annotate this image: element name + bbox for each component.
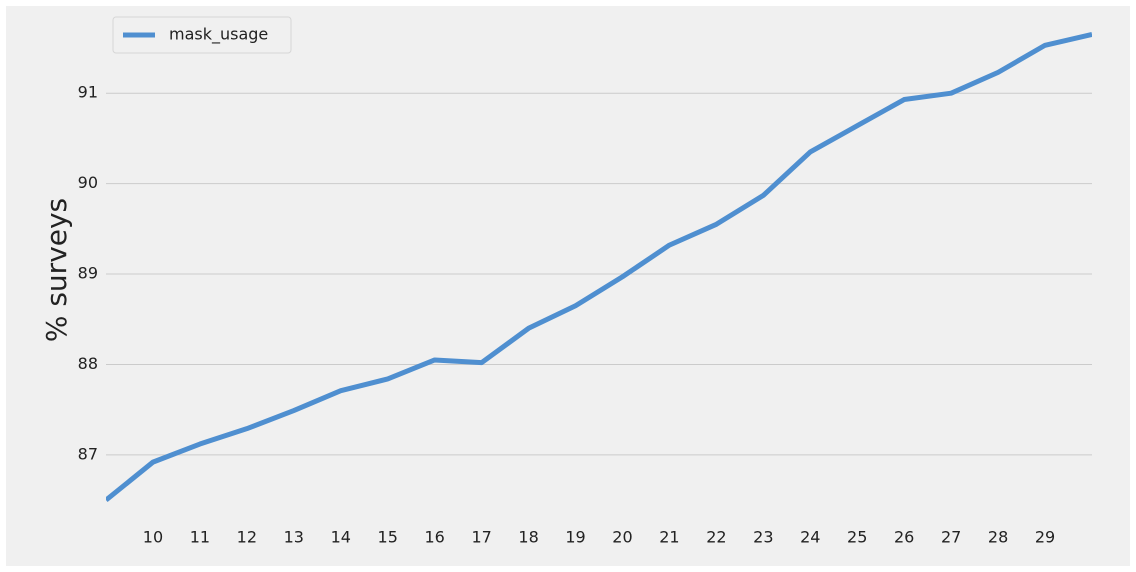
x-tick-label: 24 bbox=[800, 528, 820, 547]
legend-label: mask_usage bbox=[169, 25, 268, 45]
x-tick-label: 17 bbox=[471, 528, 491, 547]
x-tick-label: 18 bbox=[518, 528, 538, 547]
x-tick-label: 13 bbox=[284, 528, 304, 547]
x-tick-label: 12 bbox=[237, 528, 257, 547]
y-tick-label: 90 bbox=[78, 173, 98, 192]
x-tick-label: 21 bbox=[659, 528, 679, 547]
x-tick-label: 29 bbox=[1035, 528, 1055, 547]
x-tick-label: 27 bbox=[941, 528, 961, 547]
y-axis-label: % surveys bbox=[40, 198, 73, 342]
x-tick-label: 16 bbox=[424, 528, 444, 547]
y-tick-label: 87 bbox=[78, 444, 98, 463]
x-tick-label: 22 bbox=[706, 528, 726, 547]
x-tick-label: 20 bbox=[612, 528, 632, 547]
x-tick-label: 28 bbox=[988, 528, 1008, 547]
x-tick-label: 25 bbox=[847, 528, 867, 547]
x-tick-label: 14 bbox=[331, 528, 351, 547]
x-tick-label: 19 bbox=[565, 528, 585, 547]
y-tick-label: 91 bbox=[78, 83, 98, 102]
plot bbox=[106, 31, 1092, 503]
data-line bbox=[106, 31, 1092, 503]
y-tick-label: 88 bbox=[78, 354, 98, 373]
x-tick-label: 26 bbox=[894, 528, 914, 547]
y-tick-label: 89 bbox=[78, 264, 98, 283]
figure-background bbox=[6, 6, 1130, 566]
x-tick-label: 11 bbox=[190, 528, 210, 547]
x-tick-label: 23 bbox=[753, 528, 773, 547]
x-tick-label: 15 bbox=[378, 528, 398, 547]
legend-box bbox=[112, 16, 292, 54]
x-tick-label: 10 bbox=[143, 528, 163, 547]
